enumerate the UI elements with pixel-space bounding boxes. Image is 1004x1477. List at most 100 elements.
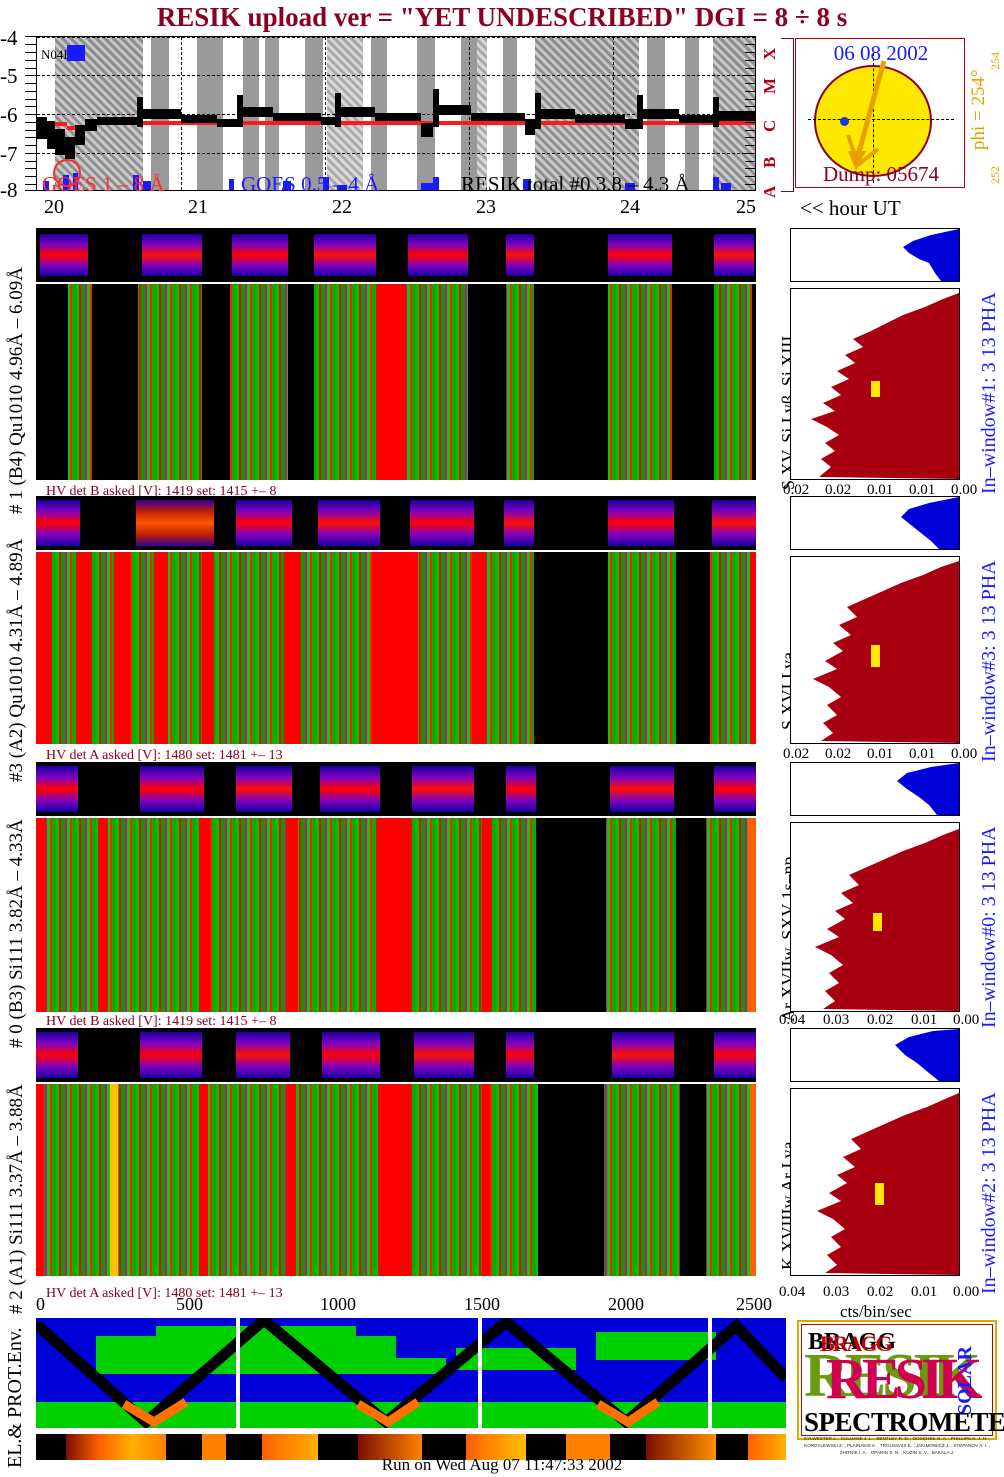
panel-1-pha-blue-curve [903, 229, 959, 281]
panel-2-pha-blue-curve [895, 1029, 959, 1081]
panel-1-spectrogram[interactable] [36, 284, 756, 480]
panel-1-pha-blue[interactable] [790, 228, 960, 282]
panel-3-pha-tick-3: 0.01 [909, 746, 936, 762]
panel-1-pha-marker [871, 381, 880, 397]
hour-tick-23: 23 [476, 196, 496, 218]
goes-hour-axis: 20 21 22 23 24 25 [36, 196, 756, 226]
panel-2-pha-marker [875, 1183, 884, 1205]
hour-axis-label: << hour UT [800, 196, 901, 220]
panel-0-spectrogram[interactable] [36, 818, 756, 1012]
hour-tick-24: 24 [620, 196, 640, 218]
panel-1-pha-tick-0: 0.02 [783, 482, 810, 498]
dump-number: Dump: 05674 [822, 162, 940, 186]
panel-0-pha-blue[interactable] [790, 762, 960, 816]
panel-3-pha-red-curve [813, 557, 959, 743]
panel-1-pha-tick-4: 0.00 [951, 482, 978, 498]
panel-0-pha-red-curve [815, 823, 959, 1011]
panel-2-pha-tick-0: 0.04 [779, 1284, 806, 1300]
hour-tick-25: 25 [736, 196, 756, 218]
bottom-xtick-5: 2500 [736, 1294, 772, 1314]
goes-ytick-4: -8 [0, 178, 18, 202]
logo-solar-text: SOLAR [954, 1346, 976, 1415]
panel-2-pha-red[interactable] [790, 1088, 960, 1276]
panel-3-spectrogram[interactable] [36, 552, 756, 744]
logo-bragg-text: BRAGG [808, 1329, 897, 1355]
panel-2-pha-blue[interactable] [790, 1028, 960, 1082]
page-title: RESIK upload ver = "YET UNDESCRIBED" DGI… [156, 2, 848, 32]
pha-axis-title: cts/bin/sec [840, 1302, 912, 1321]
panel-3-side-label: #3 (A2) Qu1010 4.31Å – 4.89Å [6, 538, 27, 782]
solar-disk-panel[interactable]: 06 08 2002 Dump: 05674 [795, 38, 965, 188]
panel-3-color-strip[interactable] [36, 496, 756, 550]
environment-color-strip[interactable] [36, 1434, 786, 1460]
panel-0-pha-tick-4: 0.00 [953, 1012, 980, 1028]
bottom-xtick-1: 500 [176, 1294, 203, 1314]
active-region-dot [840, 117, 849, 126]
panel-1-color-strip[interactable] [36, 228, 756, 282]
goes-region-marker [67, 45, 85, 61]
bottom-xtick-2: 1000 [320, 1294, 356, 1314]
panel-2-spectrogram[interactable] [36, 1084, 756, 1276]
panel-1-pha-red[interactable] [790, 288, 960, 480]
phi-lower-tick: 252 [988, 166, 1002, 184]
panel-0-pha-tick-3: 0.01 [911, 1012, 938, 1028]
goes-ytick-1: -5 [0, 64, 18, 88]
flare-class-c: C [760, 119, 779, 132]
panel-0-pha-tick-2: 0.02 [867, 1012, 894, 1028]
panel-0-pha-tick-0: 0.04 [779, 1012, 806, 1028]
panel-0-pha-red[interactable] [790, 822, 960, 1012]
run-timestamp: Run on Wed Aug 07 11:47:33 2002 [381, 1455, 623, 1474]
bottom-xtick-4: 2000 [608, 1294, 644, 1314]
panel-0-side-label: # 0 (B3) Si111 3.82Å – 4.33Å [6, 819, 27, 1048]
panel-3-pha-tick-1: 0.02 [825, 746, 852, 762]
panel-3-pha-blue[interactable] [790, 496, 960, 550]
panel-0-pha-axis: 0.04 0.03 0.02 0.01 0.00 [775, 1012, 979, 1032]
hour-tick-22: 22 [332, 196, 352, 218]
logo-credits: SYLWESTER J. , CULHANE J. L. , BENTLEY R… [804, 1436, 990, 1455]
goes-ytick-2: -6 [0, 103, 18, 127]
panel-3-pha-red[interactable] [790, 556, 960, 744]
electron-proton-env-plot[interactable] [36, 1318, 786, 1428]
panel-1-pha-red-curve [811, 289, 959, 479]
panel-1-pha-tick-3: 0.01 [909, 482, 936, 498]
observation-date: 06 08 2002 [833, 41, 929, 65]
goes-legend: GOES 1 – 8 Å GOES 0.5 – 4 Å RESIK total … [36, 172, 776, 196]
bottom-xtick-0: 0 [36, 1294, 45, 1314]
environment-label: EL.& PROT.Env. [4, 1327, 26, 1468]
panel-1-pha-tick-2: 0.01 [867, 482, 894, 498]
panel-3-pha-marker [871, 645, 880, 667]
panel-0-hv-line: HV det B asked [V]: 1419 set: 1415 +– 8 [46, 1014, 277, 1029]
panel-2-hv-line: HV det A asked [V]: 1480 set: 1481 +– 13 [46, 1286, 283, 1301]
legend-goes-long: GOES 1 – 8 Å [42, 172, 165, 196]
panel-1-pha-axis: 0.02 0.02 0.01 0.01 0.00 [775, 482, 977, 502]
panel-0-pha-tick-1: 0.03 [823, 1012, 850, 1028]
panel-2-pha-tick-4: 0.00 [953, 1284, 980, 1300]
panel-3-pha-axis: 0.02 0.02 0.01 0.01 0.00 [775, 746, 977, 766]
pointing-vector-icon [846, 60, 887, 171]
panel-3-pha-blue-curve [901, 497, 959, 549]
flare-class-b: B [760, 156, 779, 168]
panel-0-color-strip[interactable] [36, 762, 756, 816]
goes-flux-plot[interactable]: N04E32 [36, 36, 756, 191]
panel-2-pha-tick-1: 0.03 [823, 1284, 850, 1300]
resik-logo: BRAGG BRAGG RESIK RESIK SOLAR SPECTROMET… [797, 1320, 1004, 1440]
flare-class-bracket [781, 38, 794, 192]
panel-3-hv-line: HV det A asked [V]: 1480 set: 1481 +– 13 [46, 748, 283, 763]
panel-0-pha-marker [873, 913, 882, 931]
panel-2-pha-red-curve [817, 1089, 959, 1275]
panel-1-window-label: In–window#1: 3 13 PHA [978, 292, 1000, 494]
logo-resik-text: RESIK [804, 1342, 981, 1410]
flare-class-m: M [760, 77, 779, 94]
goes-left-tick-ladder [25, 36, 36, 191]
panel-2-color-strip[interactable] [36, 1028, 756, 1082]
panel-2-pha-tick-2: 0.02 [867, 1284, 894, 1300]
legend-resik-total: RESIK total #0 3.8 – 4.3 Å [461, 172, 690, 196]
panel-2-window-label: In–window#2: 3 13 PHA [978, 1092, 1000, 1294]
bottom-xtick-3: 1500 [464, 1294, 500, 1314]
panel-1-hv-line: HV det B asked [V]: 1419 set: 1415 +– 8 [46, 484, 277, 499]
goes-right-tick-ladder [745, 36, 756, 191]
logo-bragg-overlay: BRAGG [820, 1331, 893, 1356]
panel-0-pha-blue-curve [897, 763, 959, 815]
panel-3-window-label: In–window#3: 3 13 PHA [978, 560, 1000, 762]
panel-3-pha-tick-2: 0.01 [867, 746, 894, 762]
